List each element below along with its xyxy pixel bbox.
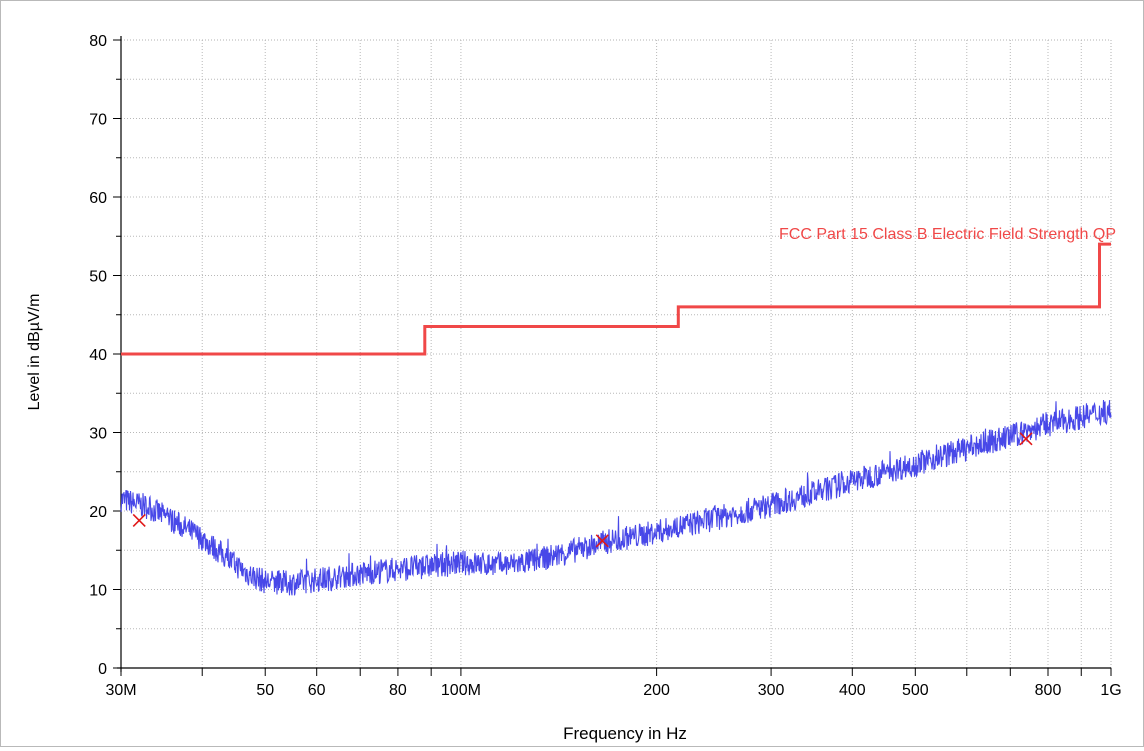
peak-marker (595, 534, 609, 548)
y-tick-label: 70 (89, 112, 107, 129)
y-tick-label: 60 (89, 190, 107, 207)
limit-line (121, 242, 1111, 356)
peak-marker (1019, 432, 1033, 446)
y-tick-label: 30 (89, 426, 107, 443)
measurement-trace (120, 399, 1112, 596)
x-tick-label: 800 (1035, 682, 1062, 699)
x-tick-label: 80 (389, 682, 407, 699)
peak-marker-stroke (595, 534, 609, 548)
y-tick-label: 0 (98, 661, 107, 678)
grid-layer (121, 39, 1112, 668)
axes-layer: 0 10 20 30 40 50 60 70 80 30M 50 60 80 100M 200 300 400 5… (89, 33, 1121, 699)
limit-layer (121, 242, 1111, 356)
x-tick-label: 500 (902, 682, 929, 699)
x-tick-label: 300 (758, 682, 785, 699)
y-tick-label: 10 (89, 583, 107, 600)
x-tick-label: 200 (643, 682, 670, 699)
x-axis-label: Frequency in Hz (563, 724, 687, 743)
x-tick-label: 60 (308, 682, 326, 699)
peak-marker (132, 513, 146, 527)
trace-layer (120, 399, 1112, 596)
y-tick-label: 20 (89, 504, 107, 521)
y-tick-label: 40 (89, 347, 107, 364)
y-tick-label: 80 (89, 33, 107, 50)
limit-line-label: FCC Part 15 Class B Electric Field Stren… (779, 226, 1116, 243)
y-axis-label: Level in dBµV/m (26, 294, 43, 411)
y-tick-label: 50 (89, 269, 107, 286)
marker-layer (132, 432, 1033, 548)
label-layer: Frequency in Hz Level in dBµV/m FCC Part… (26, 226, 1116, 743)
x-tick-label: 30M (105, 682, 136, 699)
x-tick-label: 400 (839, 682, 866, 699)
x-tick-label: 1G (1100, 682, 1121, 699)
x-tick-label: 100M (441, 682, 481, 699)
peak-marker-stroke (132, 513, 146, 527)
peak-marker-stroke (1019, 432, 1033, 446)
x-tick-label: 50 (256, 682, 274, 699)
